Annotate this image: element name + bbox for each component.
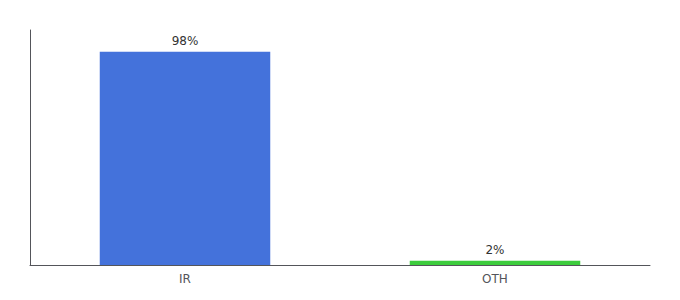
svg-text:OTH: OTH (482, 272, 508, 286)
svg-text:98%: 98% (172, 34, 199, 48)
svg-text:IR: IR (179, 272, 191, 286)
svg-text:2%: 2% (485, 243, 504, 257)
